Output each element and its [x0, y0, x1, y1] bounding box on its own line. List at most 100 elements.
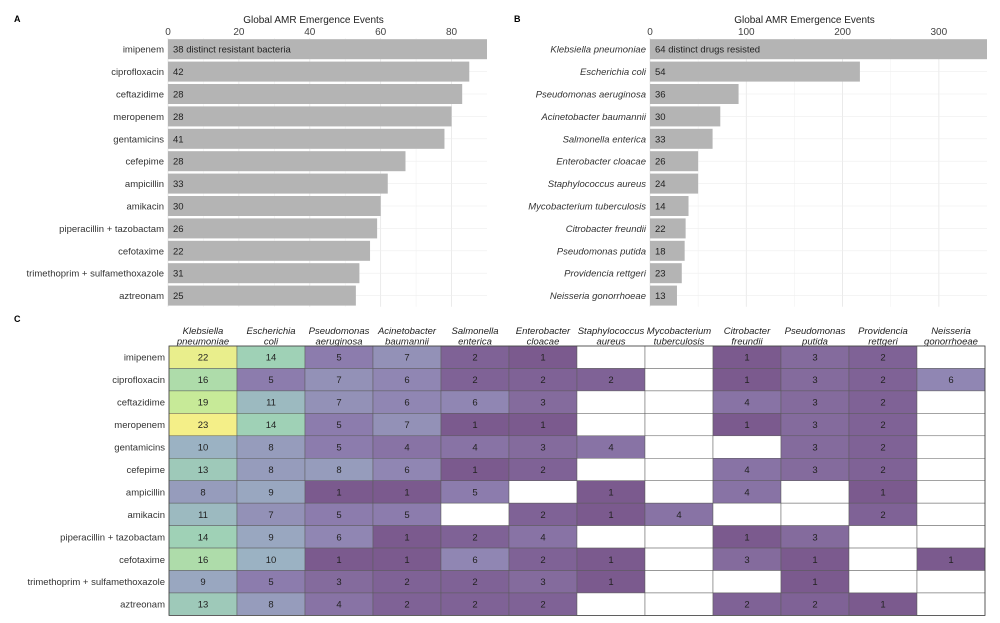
heatmap-cell-value: 1 [948, 555, 953, 566]
heatmap-cell-empty [916, 592, 986, 616]
heatmap-cell-value: 8 [268, 600, 273, 611]
x-axis-title: Global AMR Emergence Events [734, 15, 875, 26]
column-header: Escherichia coli [246, 326, 295, 348]
heatmap-cell-value: 14 [266, 353, 277, 364]
heatmap-cell-value: 7 [404, 353, 409, 364]
heatmap-cell-value: 2 [812, 600, 817, 611]
heatmap-cell-value: 23 [198, 420, 209, 431]
bar-value-label: 25 [173, 291, 184, 302]
heatmap-cell-empty [916, 502, 986, 526]
heatmap-cell-value: 1 [608, 487, 613, 498]
column-header: Klebsiella pneumoniae [176, 326, 229, 348]
bar [168, 240, 371, 261]
bar [650, 218, 686, 239]
category-label: gentamicins [113, 134, 164, 145]
heatmap-cell-value: 5 [472, 487, 477, 498]
heatmap-cell-value: 2 [472, 600, 477, 611]
bar-value-label: 22 [655, 224, 666, 235]
heatmap-cell-value: 3 [336, 577, 341, 588]
column-header: Enterobacter cloacae [516, 326, 571, 348]
heatmap-cell-empty [644, 480, 714, 504]
heatmap-cell-value: 2 [540, 555, 545, 566]
category-label: Staphylococcus aureus [548, 179, 646, 190]
heatmap-cell-value: 10 [198, 443, 209, 454]
bar [168, 151, 406, 172]
category-label: imipenem [123, 45, 164, 56]
category-label: Acinetobacter baumannii [540, 112, 646, 123]
column-header-line: aureus [596, 337, 625, 348]
heatmap-cell-value: 3 [540, 443, 545, 454]
heatmap-cell-value: 4 [540, 532, 545, 543]
heatmap-cell-empty [916, 570, 986, 594]
bar-value-label: 28 [173, 90, 184, 101]
bar-value-label: 42 [173, 67, 184, 78]
panel-b-bar-chart: Global AMR Emergence Events 0 100 200 300 Kle… [528, 15, 987, 307]
heatmap-cell-empty [576, 390, 646, 414]
bar [650, 84, 739, 104]
heatmap-cell-value: 13 [198, 465, 209, 476]
heatmap-cell-empty [644, 547, 714, 571]
heatmap-cell-value: 7 [336, 398, 341, 409]
heatmap-cell-value: 4 [608, 443, 613, 454]
column-header-line: Neisseria [931, 326, 971, 337]
bar [650, 263, 682, 284]
bar-value-label: 23 [655, 269, 666, 280]
category-label: piperacillin + tazobactam [59, 224, 164, 235]
column-header: Salmonella enterica [452, 326, 499, 348]
x-tick-label: 0 [165, 27, 171, 38]
heatmap-cell-value: 2 [880, 353, 885, 364]
heatmap-cell-value: 1 [608, 577, 613, 588]
bar [168, 263, 360, 284]
heatmap-cell-value: 8 [268, 443, 273, 454]
heatmap-cell-value: 2 [880, 443, 885, 454]
heatmap-cell-value: 6 [948, 375, 953, 386]
heatmap-cell-value: 1 [744, 375, 749, 386]
bar-value-label: 26 [655, 157, 666, 168]
bar [650, 61, 860, 82]
column-header-line: rettgeri [868, 337, 898, 348]
column-header-line: coli [264, 337, 279, 348]
bar [650, 151, 699, 172]
row-label: meropenem [114, 420, 165, 431]
heatmap-cell-value: 9 [200, 577, 205, 588]
heatmap-cell-empty [508, 480, 578, 504]
heatmap-cell-empty [712, 570, 782, 594]
column-header-line: Enterobacter [516, 326, 571, 337]
category-label: Mycobacterium tuberculosis [528, 202, 646, 213]
heatmap-cell-value: 2 [608, 375, 613, 386]
bar-value-label: 54 [655, 67, 666, 78]
heatmap-cell-value: 4 [744, 487, 749, 498]
heatmap-cell-empty [440, 502, 510, 526]
column-header-line: pneumoniae [176, 337, 229, 348]
bar-value-label: 31 [173, 269, 184, 280]
heatmap-cell-value: 4 [336, 600, 341, 611]
heatmap-cell-value: 7 [268, 510, 273, 521]
column-header-line: Pseudomonas [309, 326, 370, 337]
x-tick-label: 100 [738, 27, 755, 38]
bar-value-label: 30 [173, 202, 184, 213]
bar [168, 218, 378, 239]
heatmap-cell-value: 2 [472, 353, 477, 364]
heatmap-cell-value: 11 [266, 398, 276, 409]
bar-value-label: 24 [655, 179, 666, 190]
heatmap-cell-empty [916, 390, 986, 414]
heatmap-cell-value: 2 [540, 465, 545, 476]
column-header: Pseudomonas putida [785, 326, 846, 348]
bar [168, 106, 452, 127]
bar [650, 39, 987, 60]
heatmap-cell-value: 1 [812, 555, 817, 566]
column-header-line: gonorrhoeae [924, 337, 978, 348]
heatmap-cell-empty [644, 413, 714, 437]
heatmap-cell-value: 8 [268, 465, 273, 476]
bar-value-label: 22 [173, 246, 184, 257]
heatmap-cell-value: 7 [336, 375, 341, 386]
heatmap-cell-value: 1 [336, 487, 341, 498]
heatmap-cell-empty [780, 480, 850, 504]
heatmap-cell-value: 7 [404, 420, 409, 431]
column-header: Staphylococcus aureus [578, 326, 645, 348]
category-label: trimethoprim + sulfamethoxazole [26, 269, 164, 280]
row-label: imipenem [124, 353, 165, 364]
heatmap-cell-value: 2 [880, 398, 885, 409]
bar-value-label: 36 [655, 90, 666, 101]
row-label: trimethoprim + sulfamethoxazole [27, 577, 165, 588]
